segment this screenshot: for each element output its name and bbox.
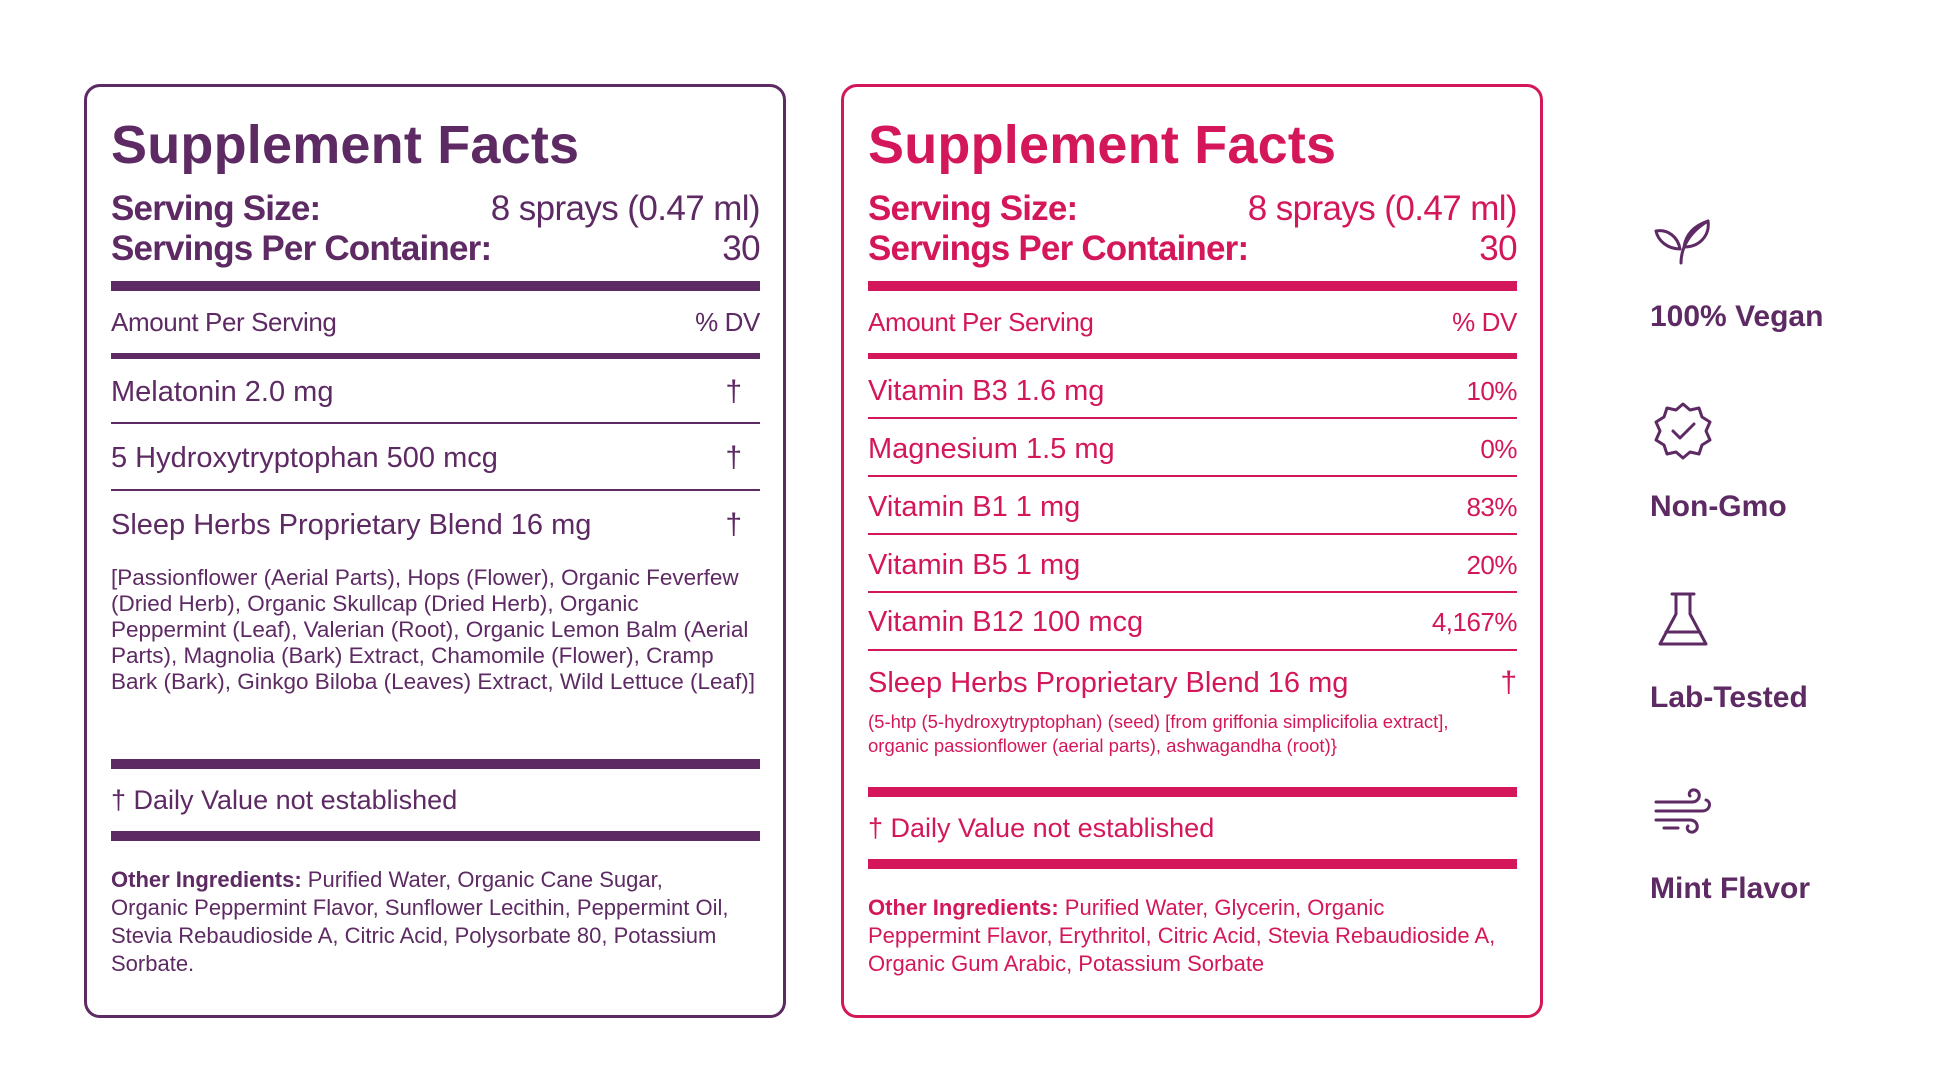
- badge-check-icon: [1654, 402, 1712, 460]
- nutrient-row: Sleep Herbs Proprietary Blend 16 mg †: [111, 503, 760, 547]
- nutrient-name: Vitamin B1 1 mg: [868, 490, 1081, 523]
- leaf-icon: [1654, 219, 1710, 265]
- daily-value-note: † Daily Value not established: [868, 813, 1215, 843]
- divider: [868, 417, 1517, 419]
- other-ingredients-label: Other Ingredients:: [868, 895, 1059, 920]
- servings-per-container-value: 30: [1479, 229, 1517, 268]
- panel-title: Supplement Facts: [111, 115, 580, 175]
- amount-per-serving-label: Amount Per Serving: [111, 307, 337, 337]
- dv-header: % DV: [1452, 307, 1517, 337]
- nutrient-row: Magnesium 1.5 mg 0%: [868, 428, 1517, 470]
- nutrient-row: Sleep Herbs Proprietary Blend 16 mg †: [868, 662, 1517, 704]
- blend-description: [Passionflower (Aerial Parts), Hops (Flo…: [111, 565, 755, 694]
- feature-label: Mint Flavor: [1650, 872, 1811, 905]
- daily-value-note: † Daily Value not established: [111, 785, 458, 815]
- divider: [111, 831, 760, 841]
- amount-header: Amount Per Serving % DV: [868, 307, 1517, 338]
- serving-size-row: Serving Size: 8 sprays (0.47 ml): [111, 189, 761, 229]
- other-ingredients: Other Ingredients: Purified Water, Organ…: [111, 866, 743, 978]
- divider: [111, 759, 760, 769]
- divider: [868, 533, 1517, 535]
- blend-description: (5-htp (5-hydroxytryptophan) (seed) [fro…: [868, 711, 1449, 756]
- supplement-facts-panel-purple: Supplement Facts Serving Size: 8 sprays …: [84, 84, 786, 1018]
- serving-size-value: 8 sprays (0.47 ml): [1247, 189, 1518, 228]
- nutrient-name: Sleep Herbs Proprietary Blend 16 mg: [868, 666, 1349, 699]
- amount-header: Amount Per Serving % DV: [111, 307, 760, 338]
- other-ingredients: Other Ingredients: Purified Water, Glyce…: [868, 894, 1500, 978]
- feature-vegan: 100% Vegan: [1650, 207, 1823, 333]
- nutrient-row: Vitamin B5 1 mg 20%: [868, 544, 1517, 586]
- nutrient-name: Vitamin B5 1 mg: [868, 548, 1081, 581]
- flask-icon: [1658, 592, 1708, 646]
- nutrient-dv: 10%: [1466, 375, 1517, 406]
- nutrient-row: Melatonin 2.0 mg †: [111, 370, 760, 414]
- nutrient-dv: †: [725, 375, 742, 408]
- divider: [868, 649, 1517, 651]
- divider: [868, 859, 1517, 869]
- divider: [111, 353, 760, 359]
- other-ingredients-text: Purified Water, Organic Cane Sugar, Orga…: [111, 867, 729, 976]
- servings-per-container-label: Servings Per Container:: [868, 229, 1249, 268]
- nutrient-dv: 0%: [1480, 433, 1517, 464]
- feature-label: Non-Gmo: [1650, 490, 1787, 523]
- divider: [868, 787, 1517, 797]
- divider: [111, 489, 760, 491]
- nutrient-name: Magnesium 1.5 mg: [868, 432, 1115, 465]
- divider: [111, 422, 760, 424]
- feature-mint-flavor: Mint Flavor: [1650, 778, 1810, 905]
- nutrient-name: Sleep Herbs Proprietary Blend 16 mg: [111, 508, 592, 541]
- nutrient-dv: 83%: [1466, 491, 1517, 522]
- serving-size-label: Serving Size:: [111, 189, 321, 228]
- servings-per-container-row: Servings Per Container: 30: [868, 229, 1518, 269]
- serving-size-value: 8 sprays (0.47 ml): [490, 189, 761, 228]
- divider: [868, 353, 1517, 359]
- nutrient-row: Vitamin B12 100 mcg 4,167%: [868, 601, 1518, 643]
- nutrient-dv: †: [725, 441, 742, 474]
- nutrient-row: 5 Hydroxytryptophan 500 mcg †: [111, 436, 760, 480]
- other-ingredients-label: Other Ingredients:: [111, 867, 302, 892]
- serving-size-label: Serving Size:: [868, 189, 1078, 228]
- nutrient-name: Vitamin B3 1.6 mg: [868, 374, 1105, 407]
- supplement-facts-panel-pink: Supplement Facts Serving Size: 8 sprays …: [841, 84, 1543, 1018]
- nutrient-dv: 4,167%: [1431, 606, 1518, 637]
- nutrient-row: Vitamin B1 1 mg 83%: [868, 486, 1517, 528]
- nutrient-dv: †: [725, 508, 742, 541]
- panel-title: Supplement Facts: [868, 115, 1337, 175]
- divider: [868, 281, 1517, 291]
- nutrient-row: Vitamin B3 1.6 mg 10%: [868, 370, 1517, 412]
- feature-lab-tested: Lab-Tested: [1650, 588, 1808, 714]
- other-ingredients-text: Purified Water, Glycerin, Organic Pepper…: [868, 895, 1496, 976]
- wind-icon: [1654, 788, 1711, 834]
- nutrient-name: Melatonin 2.0 mg: [111, 375, 334, 408]
- dv-header: % DV: [695, 307, 760, 337]
- nutrient-name: 5 Hydroxytryptophan 500 mcg: [111, 441, 498, 474]
- servings-per-container-label: Servings Per Container:: [111, 229, 492, 268]
- nutrient-dv: †: [1500, 666, 1517, 699]
- nutrient-name: Vitamin B12 100 mcg: [868, 605, 1144, 638]
- divider: [868, 591, 1517, 593]
- servings-per-container-row: Servings Per Container: 30: [111, 229, 761, 269]
- serving-size-row: Serving Size: 8 sprays (0.47 ml): [868, 189, 1518, 229]
- amount-per-serving-label: Amount Per Serving: [868, 307, 1094, 337]
- feature-label: 100% Vegan: [1650, 300, 1824, 333]
- divider: [868, 475, 1517, 477]
- nutrient-dv: 20%: [1466, 549, 1517, 580]
- feature-label: Lab-Tested: [1650, 681, 1808, 714]
- servings-per-container-value: 30: [722, 229, 760, 268]
- feature-non-gmo: Non-Gmo: [1650, 398, 1787, 523]
- divider: [111, 281, 760, 291]
